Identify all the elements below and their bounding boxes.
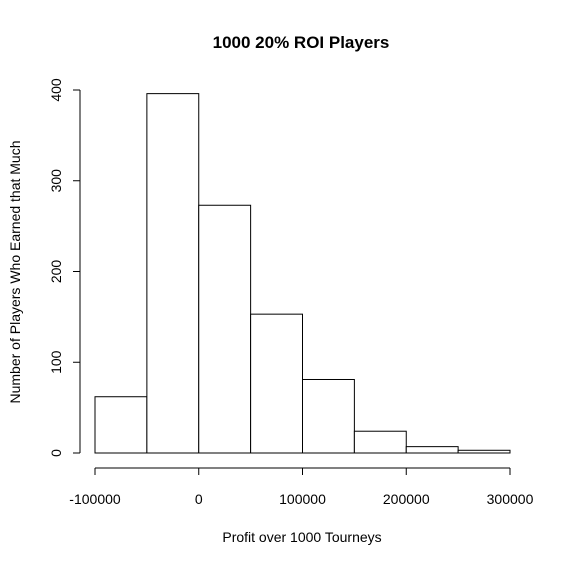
histogram-bar-1 — [146, 93, 200, 454]
x-axis-label: Profit over 1000 Tourneys — [222, 529, 381, 545]
histogram-bar-0 — [94, 396, 148, 454]
x-tick-label: 300000 — [487, 491, 534, 507]
chart-title: 1000 20% ROI Players — [213, 33, 390, 52]
histogram-bar-4 — [302, 378, 355, 454]
histogram-bar-6 — [405, 446, 459, 454]
histogram-bar-7 — [457, 449, 511, 454]
y-axis-label: Number of Players Who Earned that Much — [7, 140, 23, 403]
x-tick-label: 0 — [195, 491, 203, 507]
y-tick-label: 200 — [48, 260, 64, 284]
x-tick-label: -100000 — [69, 491, 121, 507]
y-tick-label: 0 — [48, 449, 64, 457]
y-tick-label: 100 — [48, 350, 64, 374]
x-tick-label: 200000 — [383, 491, 430, 507]
y-tick-label: 300 — [48, 169, 64, 193]
x-tick-label: 100000 — [279, 491, 326, 507]
y-axis: 0 100 200 300 400 — [48, 78, 81, 457]
x-axis: -100000 0 100000 200000 300000 — [69, 467, 534, 507]
bars-group — [94, 93, 511, 454]
y-tick-label: 400 — [48, 78, 64, 102]
histogram-bar-3 — [250, 313, 303, 454]
histogram-bar-2 — [198, 204, 252, 454]
histogram-bar-5 — [353, 430, 407, 454]
